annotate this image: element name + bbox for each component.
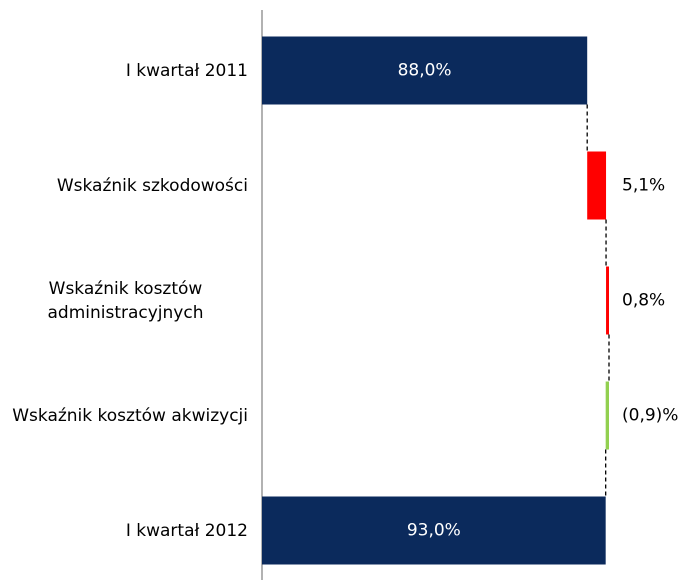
bar <box>262 36 588 105</box>
category-label: Wskaźnik kosztów akwizycji <box>12 405 248 426</box>
category-label-box: Wskaźnik kosztów akwizycji <box>3 404 248 428</box>
category-label: Wskaźnik kosztów administracyjnych <box>47 278 204 323</box>
bar <box>606 266 609 335</box>
value-label: 0,8% <box>622 291 665 311</box>
bar <box>587 151 607 220</box>
bar <box>605 381 609 450</box>
value-label: 88,0% <box>398 61 452 81</box>
bar <box>262 496 606 565</box>
category-label: Wskaźnik szkodowości <box>56 175 248 196</box>
category-label-box: Wskaźnik szkodowości <box>3 174 248 198</box>
value-label: (0,9)% <box>622 406 678 426</box>
category-label: I kwartał 2012 <box>125 520 248 541</box>
value-label: 93,0% <box>407 521 461 541</box>
category-label-box: I kwartał 2012 <box>3 519 248 543</box>
value-label: 5,1% <box>622 176 665 196</box>
category-label: I kwartał 2011 <box>125 60 248 81</box>
category-label-box: I kwartał 2011 <box>3 59 248 83</box>
category-label-box: Wskaźnik kosztów administracyjnych <box>3 277 248 325</box>
